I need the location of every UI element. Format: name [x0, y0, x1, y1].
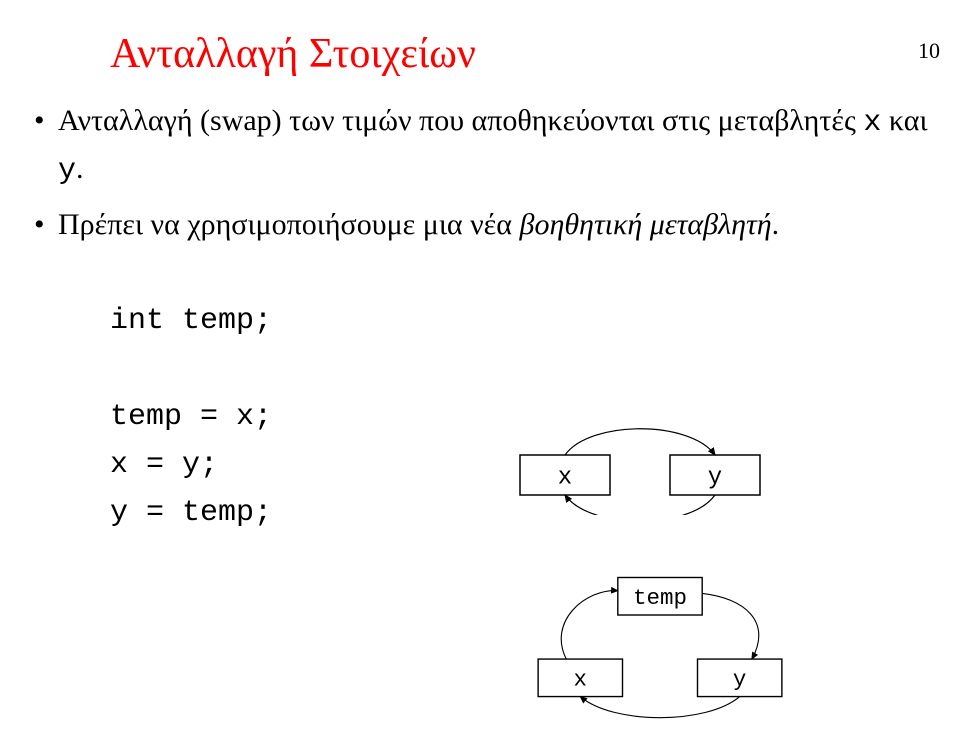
bullet-2-text-a: Πρέπει να χρησιμοποιήσουμε μια νέα [58, 208, 520, 241]
bullet-list: Ανταλλαγή (swap) των τιμών που αποθηκεύο… [30, 98, 930, 247]
diagram1-y-label: y [708, 464, 722, 491]
page-number: 10 [918, 38, 940, 64]
swap-diagram-2: temp x y [500, 570, 820, 720]
bullet-1-text-a: Ανταλλαγή (swap) των τιμών που αποθηκεύο… [58, 104, 863, 137]
bullet-1-text-c: . [76, 152, 84, 185]
bullet-1-var-y: y [58, 154, 76, 188]
diagram1-x-label: x [558, 464, 572, 491]
bullet-2-text-c: . [772, 208, 780, 241]
code-blank [110, 345, 960, 393]
code-declaration: int temp; [110, 297, 960, 345]
bullet-2-emph: βοηθητική μεταβλητή [520, 208, 772, 241]
slide-title: Ανταλλαγή Στοιχείων [110, 30, 960, 78]
diagram2-x-label: x [574, 667, 588, 693]
bullet-1-text-b: και [881, 104, 927, 137]
bullet-2: Πρέπει να χρησιμοποιήσουμε μια νέα βοηθη… [30, 202, 930, 247]
diagram2-y-label: y [733, 667, 747, 693]
bullet-1: Ανταλλαγή (swap) των τιμών που αποθηκεύο… [30, 98, 930, 194]
bullet-1-var-x: x [863, 106, 881, 140]
swap-diagram-1: x y [500, 425, 780, 515]
diagram2-temp-label: temp [633, 585, 687, 611]
